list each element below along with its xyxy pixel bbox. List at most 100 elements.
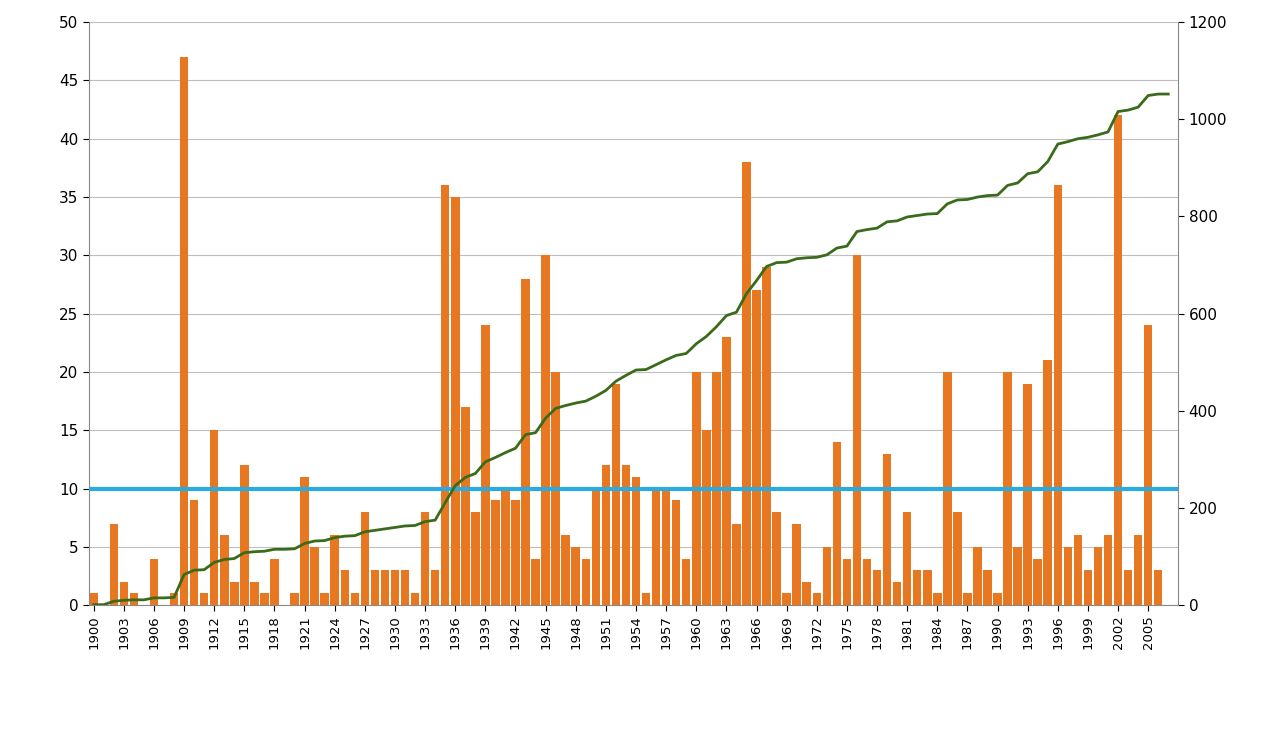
Bar (1044, 360, 1052, 605)
Bar (863, 559, 872, 605)
Bar (129, 593, 138, 605)
Bar (822, 547, 831, 605)
Bar (883, 454, 892, 605)
Bar (270, 559, 279, 605)
Bar (170, 593, 179, 605)
Bar (651, 489, 660, 605)
Bar (1114, 115, 1123, 605)
Bar (461, 407, 470, 605)
Bar (1003, 372, 1012, 605)
Bar (622, 465, 630, 605)
Bar (300, 477, 309, 605)
Bar (551, 372, 560, 605)
Bar (119, 582, 128, 605)
Bar (933, 593, 941, 605)
Bar (331, 535, 340, 605)
Bar (1073, 535, 1082, 605)
Bar (682, 559, 691, 605)
Bar (351, 593, 359, 605)
Bar (732, 523, 741, 605)
Bar (290, 593, 299, 605)
Bar (150, 559, 158, 605)
Bar (492, 500, 499, 605)
Bar (541, 255, 550, 605)
Bar (1093, 547, 1102, 605)
Bar (802, 582, 811, 605)
Bar (763, 267, 770, 605)
Bar (371, 570, 379, 605)
Bar (792, 523, 801, 605)
Bar (421, 512, 430, 605)
Bar (993, 593, 1002, 605)
Bar (521, 279, 530, 605)
Bar (1024, 384, 1031, 605)
Bar (90, 593, 98, 605)
Bar (1154, 570, 1163, 605)
Bar (692, 372, 701, 605)
Bar (712, 372, 721, 605)
Bar (1134, 535, 1143, 605)
Bar (742, 162, 751, 605)
Bar (592, 489, 601, 605)
Bar (953, 512, 962, 605)
Bar (893, 582, 901, 605)
Bar (321, 593, 329, 605)
Bar (471, 512, 480, 605)
Bar (832, 442, 841, 605)
Bar (109, 523, 118, 605)
Bar (853, 255, 862, 605)
Bar (973, 547, 982, 605)
Bar (361, 512, 369, 605)
Bar (773, 512, 780, 605)
Bar (481, 325, 489, 605)
Bar (642, 593, 650, 605)
Bar (1054, 185, 1062, 605)
Bar (722, 337, 731, 605)
Bar (220, 535, 228, 605)
Bar (310, 547, 319, 605)
Bar (1083, 570, 1092, 605)
Bar (260, 593, 269, 605)
Bar (1014, 547, 1022, 605)
Bar (914, 570, 921, 605)
Bar (451, 197, 460, 605)
Bar (1104, 535, 1112, 605)
Bar (903, 512, 911, 605)
Bar (210, 430, 218, 605)
Bar (231, 582, 238, 605)
Bar (1124, 570, 1133, 605)
Bar (571, 547, 580, 605)
Bar (561, 535, 570, 605)
Bar (390, 570, 399, 605)
Bar (943, 372, 952, 605)
Bar (783, 593, 791, 605)
Bar (983, 570, 992, 605)
Bar (753, 290, 760, 605)
Bar (612, 384, 620, 605)
Bar (180, 57, 189, 605)
Bar (672, 500, 680, 605)
Bar (1063, 547, 1072, 605)
Bar (400, 570, 409, 605)
Bar (190, 500, 199, 605)
Bar (602, 465, 611, 605)
Bar (922, 570, 931, 605)
Bar (250, 582, 258, 605)
Bar (411, 593, 419, 605)
Bar (380, 570, 389, 605)
Bar (431, 570, 440, 605)
Bar (200, 593, 209, 605)
Bar (582, 559, 590, 605)
Bar (239, 465, 248, 605)
Bar (843, 559, 851, 605)
Bar (632, 477, 640, 605)
Bar (873, 570, 882, 605)
Bar (502, 489, 509, 605)
Bar (963, 593, 972, 605)
Bar (1034, 559, 1041, 605)
Bar (1144, 325, 1153, 605)
Bar (702, 430, 711, 605)
Bar (341, 570, 348, 605)
Bar (511, 500, 519, 605)
Bar (441, 185, 450, 605)
